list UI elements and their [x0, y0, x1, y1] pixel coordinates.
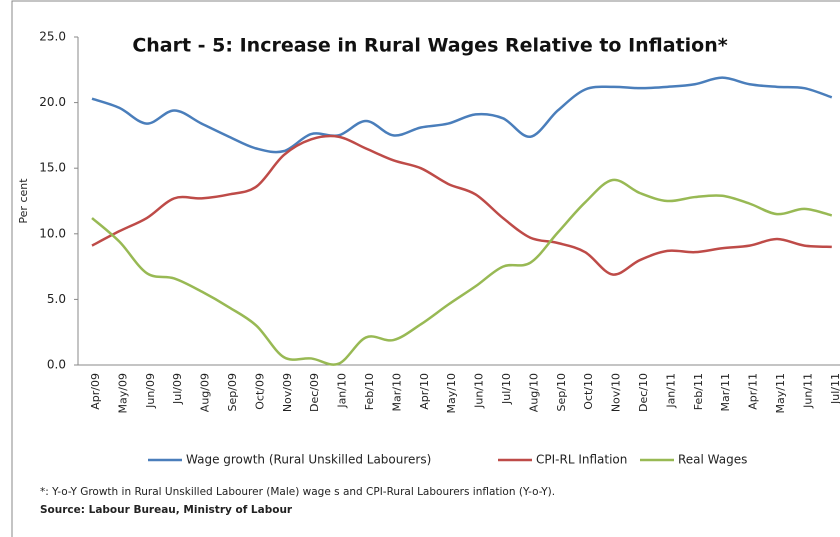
x-tick-label: Nov/09: [281, 373, 294, 412]
x-tick-label: Mar/10: [390, 373, 403, 411]
x-tick-label: Dec/10: [637, 373, 650, 412]
x-tick-label: Jun/11: [801, 373, 814, 409]
x-tick-label: May/10: [445, 373, 458, 413]
x-tick-label: Dec/09: [308, 373, 321, 412]
series-line: [91, 134, 832, 276]
series-line: [91, 178, 833, 366]
x-tick-label: May/11: [774, 373, 787, 413]
x-tick-label: May/09: [116, 373, 129, 413]
x-tick-label: Feb/11: [692, 373, 705, 410]
x-tick-label: Feb/10: [363, 373, 376, 410]
series-line: [91, 76, 833, 154]
x-tick-label: Sep/10: [555, 373, 568, 411]
y-tick-label: 0.0: [47, 358, 66, 372]
x-tick-label: Jan/10: [336, 373, 349, 409]
x-tick-label: Jul/11: [829, 373, 840, 405]
y-axis-label: Per cent: [17, 178, 30, 224]
x-tick-label: Apr/11: [747, 373, 760, 410]
x-tick-label: Oct/10: [582, 373, 595, 410]
x-tick-label: Jan/11: [664, 373, 677, 409]
x-tick-label: Mar/11: [719, 373, 732, 411]
x-tick-label: Apr/10: [418, 373, 431, 410]
x-tick-label: Nov/10: [610, 373, 623, 412]
y-tick-label: 20.0: [39, 95, 66, 109]
x-tick-label: Aug/09: [199, 373, 212, 412]
legend-label: Real Wages: [678, 453, 747, 467]
x-tick-label: Oct/09: [253, 373, 266, 410]
x-tick-label: Jun/09: [144, 373, 157, 409]
x-tick-label: Jul/10: [500, 373, 513, 405]
y-tick-label: 5.0: [47, 292, 66, 306]
y-tick-label: 15.0: [39, 161, 66, 175]
frame: [11, 0, 840, 537]
y-tick-label: 25.0: [39, 30, 66, 44]
legend-label: CPI-RL Inflation: [536, 453, 627, 467]
x-tick-label: Sep/09: [226, 373, 239, 411]
x-tick-label: Aug/10: [527, 373, 540, 412]
footnote: *: Y-o-Y Growth in Rural Unskilled Labou…: [40, 486, 555, 498]
source: Source: Labour Bureau, Ministry of Labou…: [40, 504, 293, 516]
legend-label: Wage growth (Rural Unskilled Labourers): [186, 453, 431, 467]
x-tick-label: Jul/09: [171, 373, 184, 405]
chart-title: Chart - 5: Increase in Rural Wages Relat…: [132, 35, 727, 57]
x-tick-label: Apr/09: [89, 373, 102, 410]
y-tick-label: 10.0: [39, 226, 66, 240]
x-tick-label: Jun/10: [473, 373, 486, 409]
